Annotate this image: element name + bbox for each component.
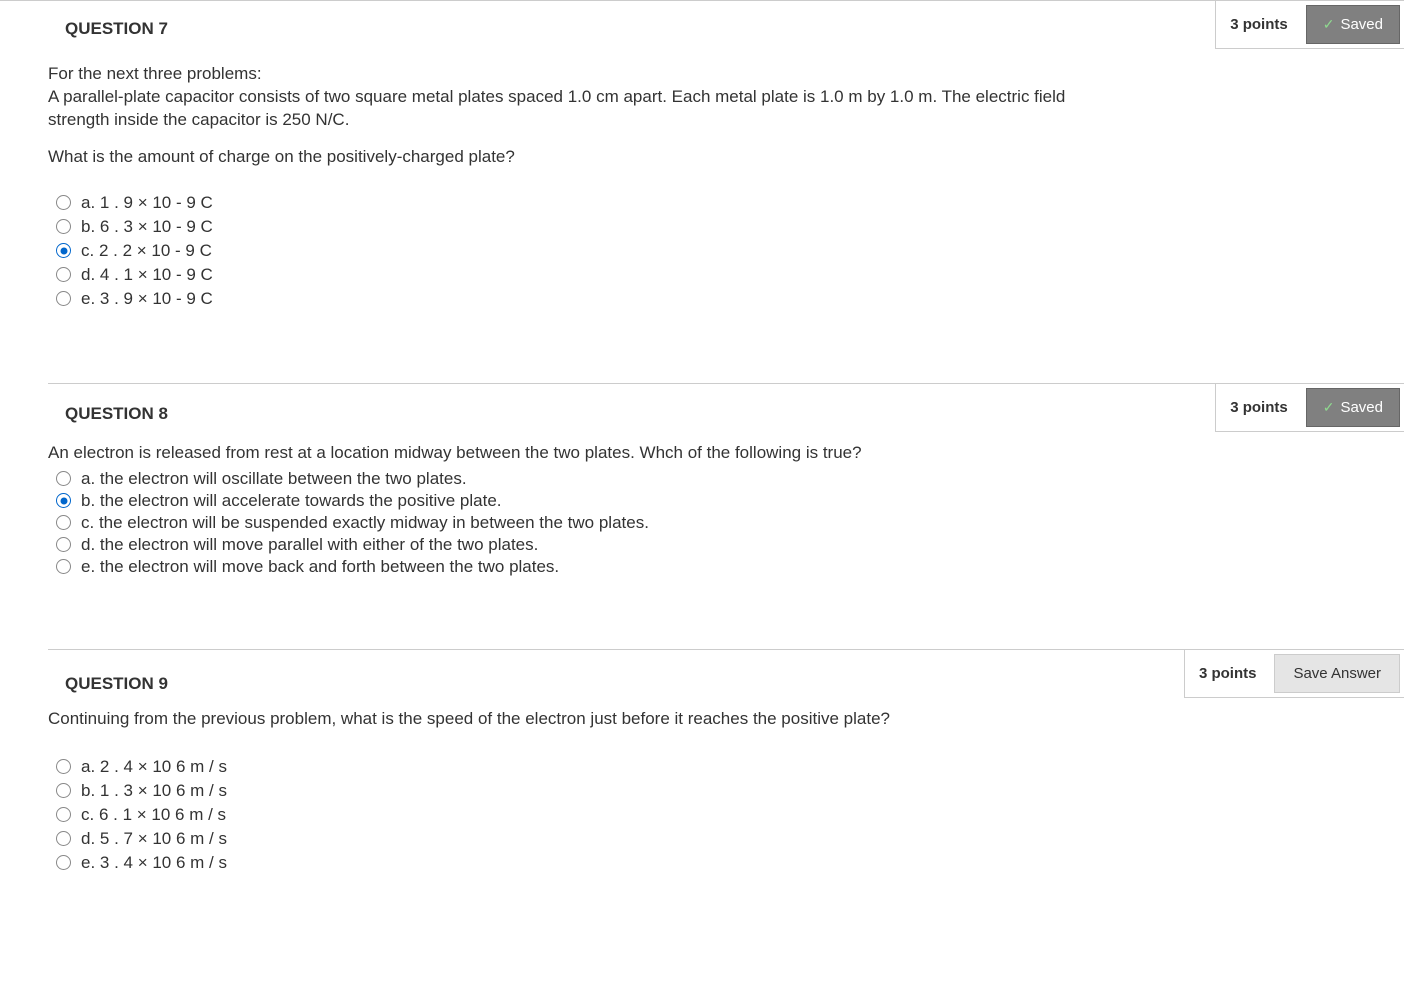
option-row[interactable]: e. 3 . 4 × 10 6 m / s (56, 853, 1339, 873)
option-row[interactable]: a. 2 . 4 × 10 6 m / s (56, 757, 1339, 777)
radio-icon[interactable] (56, 783, 71, 798)
radio-icon[interactable] (56, 493, 71, 508)
points-save-box: 3 points ✓ Saved (1215, 1, 1404, 49)
save-answer-button[interactable]: Save Answer (1274, 654, 1400, 693)
option-row[interactable]: d. 4 . 1 × 10 - 9 C (56, 265, 1339, 285)
radio-icon[interactable] (56, 219, 71, 234)
radio-icon[interactable] (56, 855, 71, 870)
radio-icon[interactable] (56, 515, 71, 530)
option-row[interactable]: e. the electron will move back and forth… (56, 557, 1339, 577)
options-list: a. 1 . 9 × 10 - 9 C b. 6 . 3 × 10 - 9 C … (48, 193, 1339, 309)
option-label: e. the electron will move back and forth… (81, 557, 559, 577)
question-intro: For the next three problems: A parallel-… (48, 63, 1098, 132)
radio-icon[interactable] (56, 267, 71, 282)
radio-icon[interactable] (56, 537, 71, 552)
option-row[interactable]: c. 6 . 1 × 10 6 m / s (56, 805, 1339, 825)
option-label: d. 4 . 1 × 10 - 9 C (81, 265, 213, 285)
radio-icon[interactable] (56, 807, 71, 822)
option-label: c. 6 . 1 × 10 6 m / s (81, 805, 226, 825)
option-label: c. the electron will be suspended exactl… (81, 513, 649, 533)
option-label: e. 3 . 9 × 10 - 9 C (81, 289, 213, 309)
question-block-7: QUESTION 7 3 points ✓ Saved For the next… (0, 0, 1404, 353)
question-block-8: QUESTION 8 3 points ✓ Saved An electron … (0, 383, 1404, 619)
radio-icon[interactable] (56, 471, 71, 486)
question-prompt: What is the amount of charge on the posi… (48, 146, 1339, 169)
question-header: QUESTION 8 3 points ✓ Saved (48, 383, 1404, 432)
points-label: 3 points (1185, 650, 1271, 697)
radio-icon[interactable] (56, 759, 71, 774)
option-row[interactable]: b. 6 . 3 × 10 - 9 C (56, 217, 1339, 237)
points-label: 3 points (1216, 384, 1302, 431)
check-icon: ✓ (1323, 399, 1335, 416)
option-label: a. 1 . 9 × 10 - 9 C (81, 193, 213, 213)
option-row[interactable]: e. 3 . 9 × 10 - 9 C (56, 289, 1339, 309)
save-answer-label: Save Answer (1293, 665, 1381, 682)
question-title: QUESTION 8 (48, 404, 1215, 424)
options-list: a. the electron will oscillate between t… (48, 469, 1339, 577)
question-body: An electron is released from rest at a l… (0, 432, 1404, 619)
radio-icon[interactable] (56, 243, 71, 258)
option-label: e. 3 . 4 × 10 6 m / s (81, 853, 227, 873)
radio-icon[interactable] (56, 559, 71, 574)
saved-label: Saved (1340, 16, 1383, 33)
question-body: Continuing from the previous problem, wh… (0, 698, 1404, 917)
option-label: b. 1 . 3 × 10 6 m / s (81, 781, 227, 801)
question-header: QUESTION 7 3 points ✓ Saved (0, 1, 1404, 49)
saved-button: ✓ Saved (1306, 5, 1400, 44)
option-label: d. 5 . 7 × 10 6 m / s (81, 829, 227, 849)
option-row[interactable]: d. 5 . 7 × 10 6 m / s (56, 829, 1339, 849)
points-save-box: 3 points Save Answer (1184, 650, 1404, 698)
radio-icon[interactable] (56, 831, 71, 846)
options-list: a. 2 . 4 × 10 6 m / s b. 1 . 3 × 10 6 m … (48, 757, 1339, 873)
option-label: b. the electron will accelerate towards … (81, 491, 502, 511)
radio-icon[interactable] (56, 195, 71, 210)
question-block-9: QUESTION 9 3 points Save Answer Continui… (0, 649, 1404, 917)
option-row[interactable]: a. the electron will oscillate between t… (56, 469, 1339, 489)
question-body: For the next three problems: A parallel-… (0, 49, 1404, 353)
option-row[interactable]: b. the electron will accelerate towards … (56, 491, 1339, 511)
question-title: QUESTION 9 (48, 674, 1184, 694)
question-title: QUESTION 7 (0, 19, 1215, 39)
saved-button: ✓ Saved (1306, 388, 1400, 427)
option-label: a. 2 . 4 × 10 6 m / s (81, 757, 227, 777)
check-icon: ✓ (1323, 16, 1335, 33)
question-prompt: An electron is released from rest at a l… (48, 442, 1098, 465)
option-label: d. the electron will move parallel with … (81, 535, 538, 555)
option-row[interactable]: c. 2 . 2 × 10 - 9 C (56, 241, 1339, 261)
option-label: c. 2 . 2 × 10 - 9 C (81, 241, 212, 261)
question-header: QUESTION 9 3 points Save Answer (48, 649, 1404, 698)
points-label: 3 points (1216, 1, 1302, 48)
option-row[interactable]: c. the electron will be suspended exactl… (56, 513, 1339, 533)
points-save-box: 3 points ✓ Saved (1215, 384, 1404, 432)
option-label: b. 6 . 3 × 10 - 9 C (81, 217, 213, 237)
question-prompt: Continuing from the previous problem, wh… (48, 708, 1098, 731)
option-label: a. the electron will oscillate between t… (81, 469, 467, 489)
saved-label: Saved (1340, 399, 1383, 416)
option-row[interactable]: a. 1 . 9 × 10 - 9 C (56, 193, 1339, 213)
option-row[interactable]: b. 1 . 3 × 10 6 m / s (56, 781, 1339, 801)
radio-icon[interactable] (56, 291, 71, 306)
option-row[interactable]: d. the electron will move parallel with … (56, 535, 1339, 555)
